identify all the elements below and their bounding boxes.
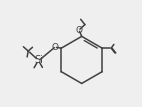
Text: O: O [76,26,83,35]
Text: O: O [52,43,59,52]
Text: Si: Si [34,55,43,65]
